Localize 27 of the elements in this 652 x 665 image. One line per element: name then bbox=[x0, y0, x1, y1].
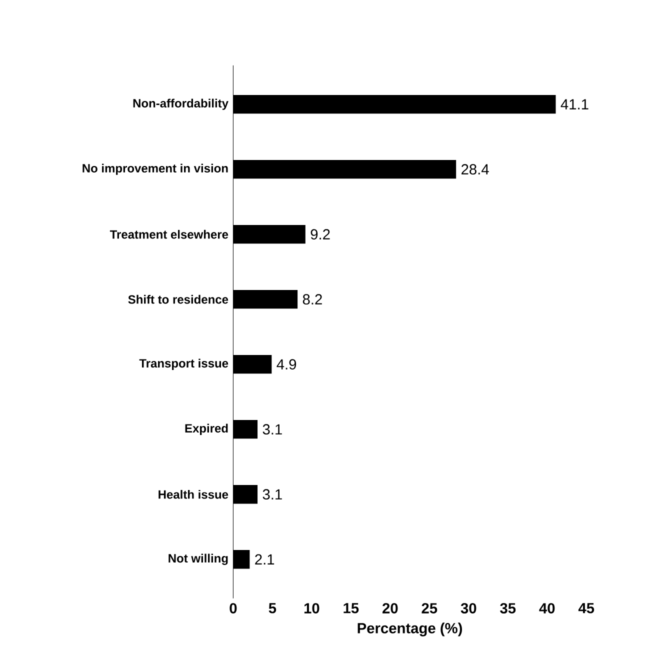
y-tick-label: Treatment elsewhere bbox=[110, 230, 228, 239]
data-label: 3.1 bbox=[262, 489, 282, 500]
x-tick-label: 40 bbox=[539, 603, 555, 614]
y-tick-label: Expired bbox=[185, 424, 228, 435]
data-label: 8.2 bbox=[303, 294, 322, 305]
data-label: 9.2 bbox=[310, 229, 330, 240]
y-tick-label: Transport issue bbox=[139, 358, 228, 370]
y-tick-label: Not willing bbox=[168, 554, 228, 565]
data-label: 41.1 bbox=[560, 99, 588, 110]
x-tick-label: 0 bbox=[230, 603, 237, 614]
x-tick-label: 5 bbox=[269, 603, 276, 614]
x-tick-label: 10 bbox=[304, 603, 320, 614]
y-tick-label: Health issue bbox=[158, 490, 228, 499]
y-tick-label: Shift to residence bbox=[128, 294, 228, 304]
data-label: 2.1 bbox=[255, 554, 274, 564]
x-tick-label: 35 bbox=[500, 603, 516, 614]
x-tick-label: 25 bbox=[422, 603, 438, 614]
x-tick-label: 30 bbox=[460, 603, 476, 614]
data-label: 28.4 bbox=[462, 164, 490, 175]
x-tick-label: 15 bbox=[344, 603, 359, 614]
x-axis-title: Percentage (%) bbox=[358, 622, 462, 636]
y-tick-label: No improvement in vision bbox=[82, 164, 228, 175]
y-tick-label: Non-affordability bbox=[134, 98, 229, 110]
x-tick-label: 20 bbox=[382, 603, 398, 614]
data-label: 3.1 bbox=[262, 424, 282, 435]
data-label: 4.9 bbox=[276, 359, 296, 370]
x-tick-label: 45 bbox=[578, 603, 594, 614]
